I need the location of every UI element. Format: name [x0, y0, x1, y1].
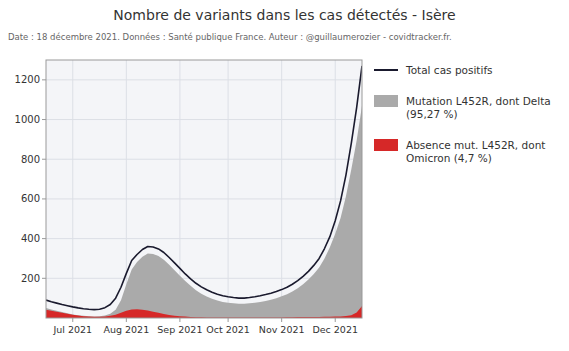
- axes: 200 400 600 800 1000 1200 Jul 2021 Aug 2021 Sep …: [15, 74, 358, 335]
- y-tick: [42, 159, 46, 160]
- marks: [46, 66, 362, 318]
- area: [46, 106, 362, 318]
- y-tick: [42, 238, 46, 239]
- y-tick-label: 1200: [15, 74, 40, 85]
- line: [46, 66, 362, 310]
- plot-background: [46, 60, 362, 318]
- y-tick-label: 400: [21, 233, 40, 244]
- y-grid-line: [46, 238, 362, 239]
- y-tick-label: 200: [21, 273, 40, 284]
- legend-label: Absence mut. L452R, dontOmicron (4,7 %): [406, 139, 545, 164]
- y-grid-line: [46, 79, 362, 80]
- x-tick-label: Aug 2021: [103, 324, 149, 335]
- x-grid-line: [281, 60, 282, 318]
- subtitle: Date : 18 décembre 2021. Données : Santé…: [8, 32, 452, 42]
- x-tick: [179, 318, 180, 322]
- grid: [46, 60, 362, 318]
- legend: Total cas positifs Mutation L452R, dont D…: [374, 64, 551, 164]
- x-tick: [72, 318, 73, 322]
- legend-label: Mutation L452R, dont Delta(95,27 %): [406, 95, 551, 120]
- x-tick-label: Jul 2021: [52, 324, 92, 335]
- x-grid-line: [72, 60, 73, 318]
- y-grid-line: [46, 159, 362, 160]
- x-tick-label: Dec 2021: [312, 324, 358, 335]
- y-tick: [42, 278, 46, 279]
- legend-swatch: [374, 139, 398, 151]
- y-tick-label: 800: [21, 154, 40, 165]
- title: Nombre de variants dans les cas détectés…: [113, 7, 455, 23]
- y-tick-label: 600: [21, 193, 40, 204]
- y-grid-line: [46, 198, 362, 199]
- y-tick: [42, 119, 46, 120]
- plot-frame: [46, 60, 362, 318]
- chart: Nombre de variants dans les cas détectés…: [0, 0, 569, 351]
- x-grid-line: [126, 60, 127, 318]
- y-tick-label: 1000: [15, 114, 40, 125]
- y-tick: [42, 79, 46, 80]
- x-tick: [335, 318, 336, 322]
- area: [46, 306, 362, 318]
- legend-swatch: [374, 95, 398, 107]
- y-grid-line: [46, 119, 362, 120]
- x-tick-label: Nov 2021: [259, 324, 305, 335]
- x-tick: [281, 318, 282, 322]
- x-tick-label: Oct 2021: [206, 324, 250, 335]
- x-grid-line: [228, 60, 229, 318]
- x-tick: [228, 318, 229, 322]
- legend-label: Total cas positifs: [405, 64, 493, 76]
- x-tick: [126, 318, 127, 322]
- x-tick-label: Sep 2021: [157, 324, 202, 335]
- legend-swatch: [374, 69, 398, 71]
- y-tick: [42, 198, 46, 199]
